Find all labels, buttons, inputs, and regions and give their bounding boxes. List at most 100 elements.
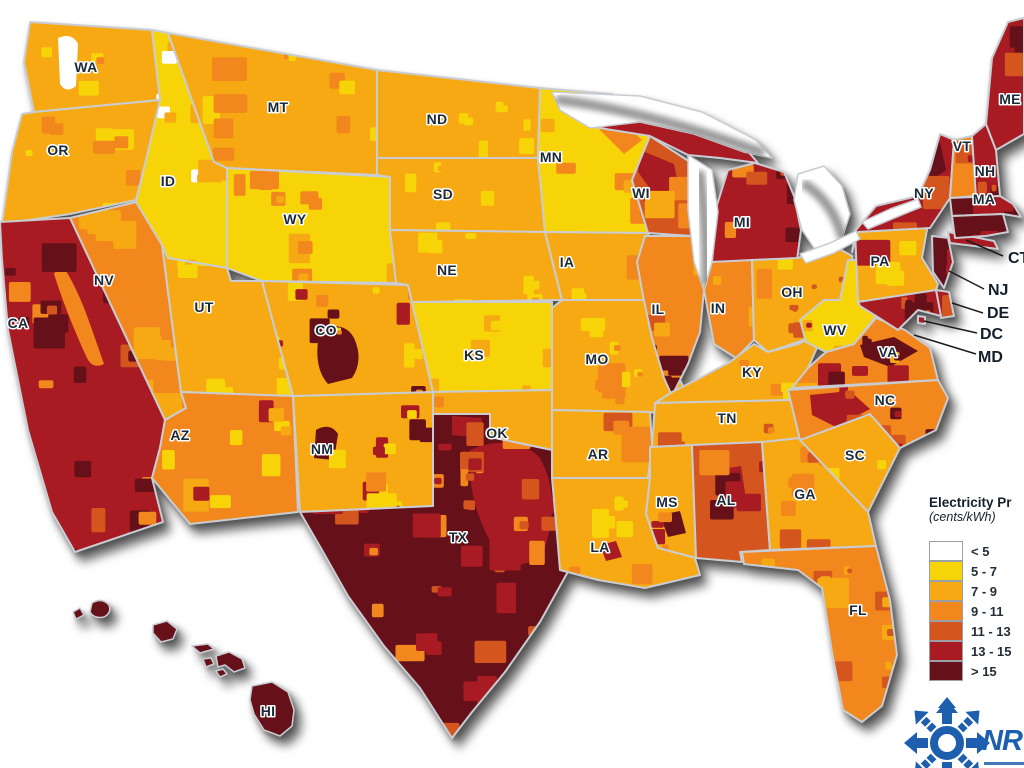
state-al (691, 441, 771, 563)
callout-label-md: MD (978, 349, 1003, 366)
state-label-in: IN (711, 300, 726, 316)
lake-ontario (861, 198, 922, 230)
state-label-ky: KY (742, 364, 762, 380)
state-label-tn: TN (717, 410, 736, 426)
callout-line-md (913, 334, 977, 355)
states-layer (0, 17, 1024, 739)
state-label-ga: GA (794, 486, 816, 502)
state-label-ia: IA (560, 254, 575, 270)
state-ma (949, 195, 1022, 218)
state-ms (645, 444, 697, 559)
legend-swatch-5 (929, 640, 963, 661)
state-label-ut: UT (194, 299, 213, 315)
state-mi (587, 113, 802, 263)
state-co (261, 280, 434, 397)
legend-label-4: 11 - 13 (971, 623, 1011, 639)
state-label-id: ID (161, 173, 176, 189)
legend-label-2: 7 - 9 (971, 583, 998, 599)
state-fl (741, 545, 898, 723)
state-label-oh: OH (781, 284, 803, 300)
legend: Electricity Pr (cents/kWh) < 5 5 - 7 7 - 9… (929, 496, 1024, 681)
legend-row-0: < 5 (929, 540, 1024, 561)
state-label-va: VA (878, 344, 897, 360)
state-nd (376, 69, 541, 159)
state-label-or: OR (47, 142, 69, 158)
legend-row-6: > 15 (929, 660, 1024, 681)
legend-swatch-6 (929, 660, 963, 681)
state-label-wa: WA (74, 59, 97, 75)
state-dc (917, 315, 926, 325)
legend-swatch-2 (929, 580, 963, 601)
coast-callouts-layer: CTNJ DE DC MD (913, 239, 1024, 366)
state-mt (167, 32, 378, 176)
state-label-vt: VT (953, 138, 972, 154)
callout-label-nj: NJ (988, 282, 1008, 299)
state-patches-ms (650, 511, 686, 554)
state-label-ks: KS (464, 347, 484, 363)
legend-row-3: 9 - 11 (929, 600, 1024, 621)
legend-title: Electricity Pr (929, 495, 1012, 510)
state-label-az: AZ (170, 427, 189, 443)
legend-label-0: < 5 (971, 543, 990, 559)
legend-label-1: 5 - 7 (971, 563, 998, 579)
great-lakes (551, 91, 922, 291)
state-wy (226, 167, 397, 284)
lake-erie (799, 230, 861, 264)
legend-subtitle: (cents/kWh) (929, 510, 996, 524)
legend-row-5: 13 - 15 (929, 640, 1024, 661)
lake-michigan (687, 154, 719, 291)
state-ar (551, 409, 653, 479)
legend-label-6: > 15 (971, 663, 997, 679)
legend-label-3: 9 - 11 (971, 603, 1004, 619)
state-patches-nh (977, 181, 1000, 198)
state-label-ok: OK (486, 425, 508, 441)
legend-swatch-3 (929, 600, 963, 621)
callout-label-ct: CT (1008, 250, 1024, 267)
state-patches-pa (855, 239, 917, 302)
state-label-ny: NY (914, 185, 934, 201)
state-label-hi: HI (261, 703, 276, 719)
state-label-la: LA (590, 539, 609, 555)
state-patches-mo (580, 318, 692, 420)
state-label-pa: PA (870, 253, 889, 269)
state-label-nc: NC (875, 392, 896, 408)
state-hi (72, 599, 295, 737)
nreca-logo: NR (900, 690, 1024, 768)
legend-row-1: 5 - 7 (929, 560, 1024, 581)
state-label-nv: NV (94, 272, 114, 288)
state-label-ne: NE (437, 262, 457, 278)
state-label-wv: WV (823, 322, 847, 338)
legend-row-2: 7 - 9 (929, 580, 1024, 601)
legend-swatch-0 (929, 540, 963, 561)
nreca-logo-emblem (904, 697, 990, 768)
state-label-wy: WY (283, 211, 307, 227)
legend-swatch-4 (929, 620, 963, 641)
state-label-mi: MI (734, 214, 750, 230)
lake-superior (551, 91, 773, 159)
state-va (791, 317, 939, 389)
state-label-mt: MT (268, 99, 289, 115)
state-label-nd: ND (427, 111, 448, 127)
callout-label-dc: DC (980, 326, 1004, 343)
state-patches-wa (41, 36, 160, 112)
state-label-sd: SD (433, 186, 453, 202)
state-me (985, 17, 1024, 151)
state-patches-ar (603, 412, 652, 463)
state-label-ma: MA (973, 191, 995, 207)
state-label-tx: TX (449, 529, 468, 545)
callout-line-de (951, 302, 984, 314)
state-label-ar: AR (588, 446, 609, 462)
state-label-wi: WI (632, 185, 650, 201)
state-patches-ma (973, 196, 1014, 217)
state-label-fl: FL (849, 602, 867, 618)
nreca-logo-text: NR (982, 725, 1023, 757)
callout-line-nj (948, 270, 985, 290)
state-label-ca: CA (8, 315, 29, 331)
state-patches-in (713, 276, 754, 358)
state-nm (292, 391, 434, 513)
state-label-mo: MO (585, 351, 608, 367)
state-label-ms: MS (656, 494, 678, 510)
state-patches-de (938, 295, 954, 318)
